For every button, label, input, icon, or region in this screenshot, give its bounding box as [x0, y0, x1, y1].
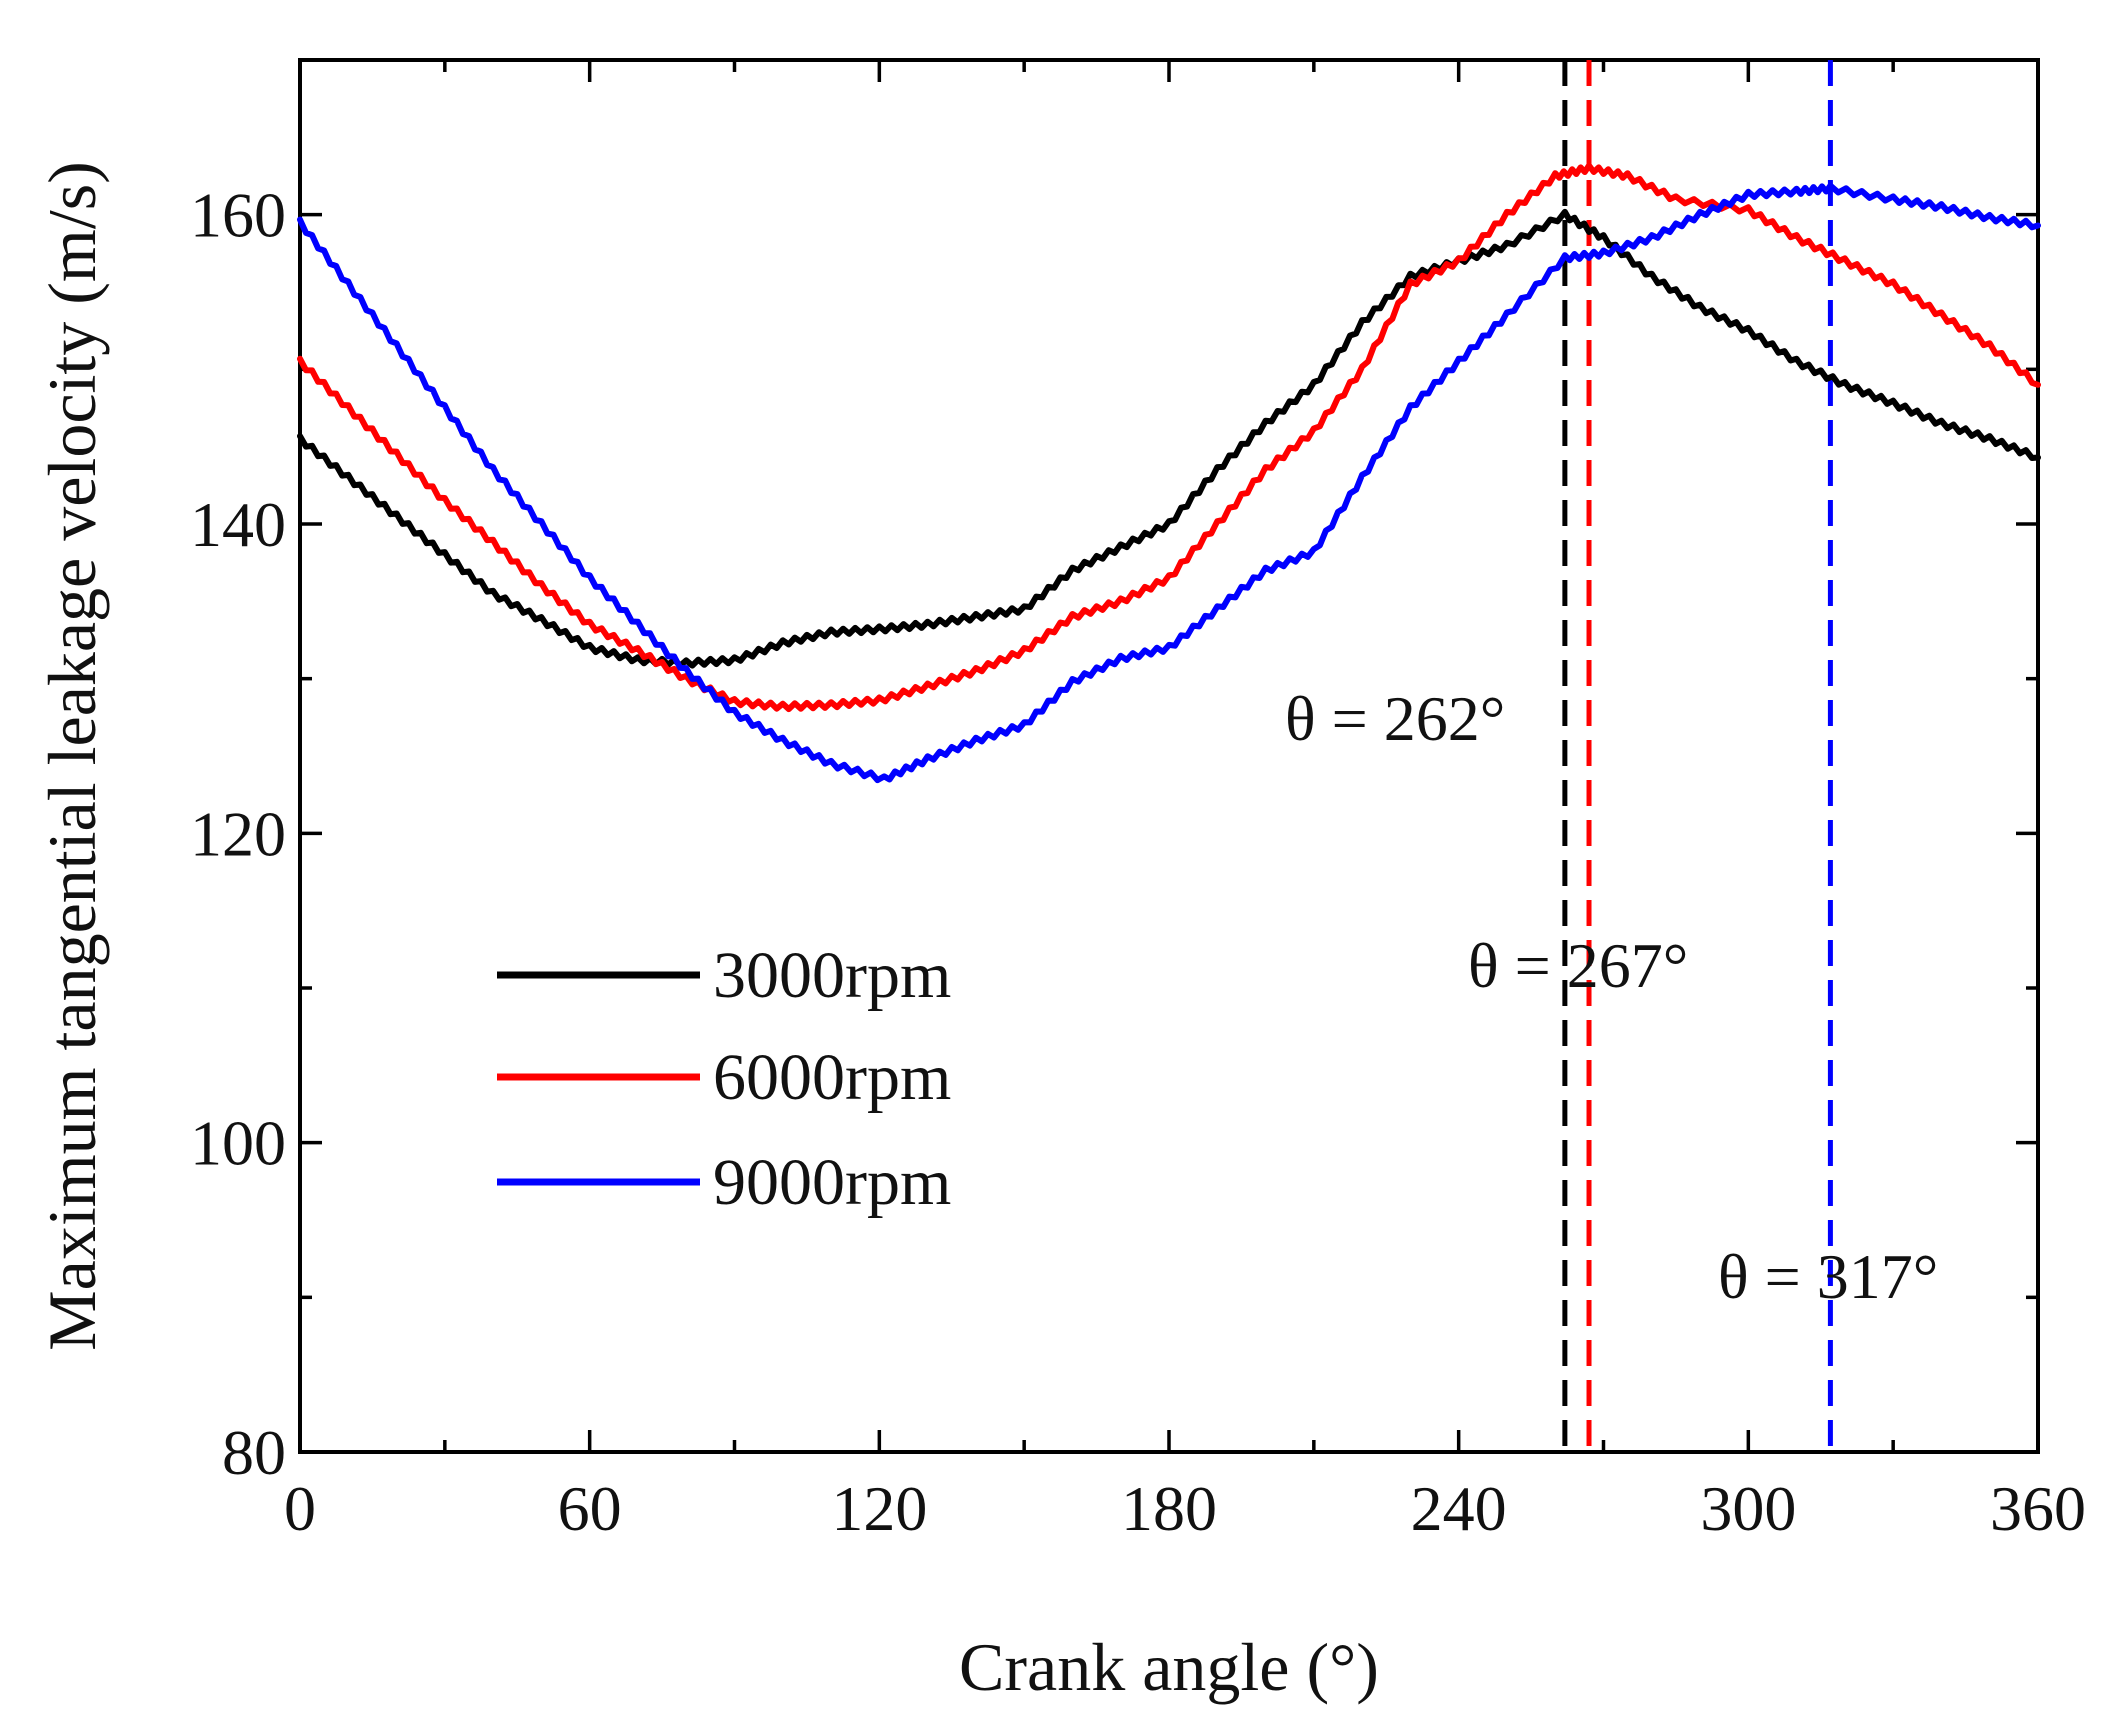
x-tick-label: 0 [284, 1473, 316, 1544]
legend-label-3000rpm: 3000rpm [713, 939, 951, 1012]
series-lines [297, 162, 2041, 784]
x-tick-label: 120 [831, 1473, 927, 1544]
annotation-317: θ = 317° [1718, 1241, 1938, 1312]
series-line-3000rpm [297, 208, 2041, 669]
y-tick-label: 100 [190, 1108, 286, 1179]
y-axis-title: Maximum tangential leakage velocity (m/s… [34, 161, 110, 1351]
x-axis-ticks: 0 60 120 180 240 300 360 [284, 60, 2086, 1544]
x-tick-label: 300 [1700, 1473, 1796, 1544]
annotation-262: θ = 262° [1285, 683, 1505, 754]
series-line-9000rpm [297, 182, 2041, 784]
y-tick-label: 160 [190, 180, 286, 251]
series-line-6000rpm [297, 162, 2041, 713]
annotation-267: θ = 267° [1468, 930, 1688, 1001]
peak-markers [1562, 60, 1833, 1452]
y-axis-ticks: 80 100 120 140 160 [190, 180, 2038, 1488]
x-tick-label: 180 [1121, 1473, 1217, 1544]
y-tick-label: 120 [190, 798, 286, 869]
legend: 3000rpm 6000rpm 9000rpm [497, 939, 951, 1219]
legend-label-6000rpm: 6000rpm [713, 1041, 951, 1114]
y-tick-label: 140 [190, 489, 286, 560]
legend-label-9000rpm: 9000rpm [713, 1146, 951, 1219]
x-tick-label: 360 [1990, 1473, 2086, 1544]
y-tick-label: 80 [222, 1417, 286, 1488]
x-axis-title: Crank angle (°) [959, 1629, 1379, 1705]
x-tick-label: 60 [558, 1473, 622, 1544]
x-tick-label: 240 [1411, 1473, 1507, 1544]
